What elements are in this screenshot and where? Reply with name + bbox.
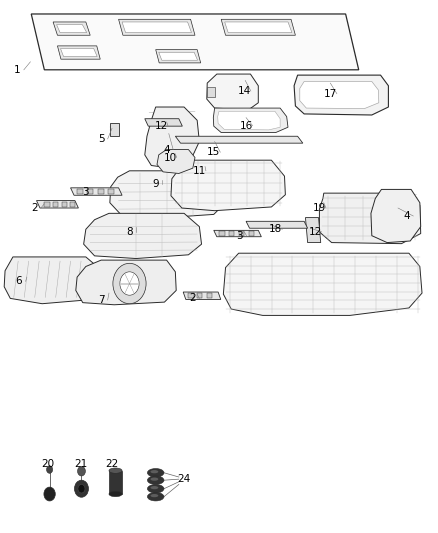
Polygon shape bbox=[98, 189, 104, 194]
Text: 3: 3 bbox=[237, 231, 243, 241]
Text: 15: 15 bbox=[207, 147, 220, 157]
Text: 3: 3 bbox=[82, 187, 89, 197]
Text: 14: 14 bbox=[238, 86, 251, 96]
Polygon shape bbox=[246, 221, 307, 228]
Ellipse shape bbox=[148, 484, 164, 493]
Ellipse shape bbox=[109, 468, 122, 473]
Polygon shape bbox=[197, 293, 202, 298]
Polygon shape bbox=[249, 231, 254, 236]
Text: 4: 4 bbox=[403, 211, 410, 221]
Polygon shape bbox=[155, 50, 201, 63]
Text: 24: 24 bbox=[177, 474, 191, 484]
Text: 19: 19 bbox=[313, 203, 326, 213]
Polygon shape bbox=[207, 74, 258, 110]
Polygon shape bbox=[239, 231, 244, 236]
Polygon shape bbox=[145, 119, 182, 126]
Polygon shape bbox=[87, 189, 93, 194]
Text: 17: 17 bbox=[324, 88, 337, 99]
Text: 8: 8 bbox=[126, 227, 133, 237]
Polygon shape bbox=[77, 189, 83, 194]
Polygon shape bbox=[294, 75, 389, 115]
Text: 9: 9 bbox=[152, 179, 159, 189]
Circle shape bbox=[74, 480, 88, 497]
Text: 22: 22 bbox=[106, 459, 119, 469]
Polygon shape bbox=[62, 201, 67, 207]
Polygon shape bbox=[71, 188, 122, 195]
Text: 2: 2 bbox=[31, 203, 38, 213]
Polygon shape bbox=[122, 22, 191, 33]
Polygon shape bbox=[229, 231, 234, 236]
Polygon shape bbox=[108, 189, 114, 194]
Polygon shape bbox=[84, 213, 201, 259]
Polygon shape bbox=[300, 82, 379, 109]
Ellipse shape bbox=[109, 491, 122, 497]
Text: 20: 20 bbox=[41, 459, 54, 469]
Text: 5: 5 bbox=[98, 134, 104, 144]
Polygon shape bbox=[44, 201, 49, 207]
Polygon shape bbox=[57, 46, 100, 59]
Polygon shape bbox=[225, 22, 292, 33]
Polygon shape bbox=[223, 253, 422, 316]
Text: 12: 12 bbox=[308, 227, 321, 237]
Text: 6: 6 bbox=[16, 277, 22, 286]
Ellipse shape bbox=[150, 470, 158, 473]
Polygon shape bbox=[57, 25, 87, 33]
Circle shape bbox=[78, 484, 85, 493]
Polygon shape bbox=[219, 231, 225, 236]
Text: 4: 4 bbox=[163, 144, 170, 155]
Circle shape bbox=[120, 272, 139, 295]
Text: 11: 11 bbox=[193, 166, 206, 176]
Text: 12: 12 bbox=[155, 120, 168, 131]
Polygon shape bbox=[60, 49, 97, 56]
Polygon shape bbox=[207, 87, 215, 98]
Polygon shape bbox=[53, 22, 90, 35]
Text: 7: 7 bbox=[98, 295, 104, 305]
Ellipse shape bbox=[150, 478, 158, 481]
Text: 1: 1 bbox=[14, 65, 21, 75]
Polygon shape bbox=[145, 107, 199, 168]
Polygon shape bbox=[183, 292, 221, 300]
Circle shape bbox=[46, 466, 53, 473]
Polygon shape bbox=[159, 52, 198, 60]
Polygon shape bbox=[218, 111, 280, 130]
Ellipse shape bbox=[150, 486, 158, 489]
Polygon shape bbox=[175, 136, 303, 143]
Ellipse shape bbox=[148, 492, 164, 501]
Circle shape bbox=[78, 466, 85, 476]
Polygon shape bbox=[70, 201, 75, 207]
Text: 10: 10 bbox=[163, 152, 177, 163]
Polygon shape bbox=[305, 217, 321, 243]
Polygon shape bbox=[76, 260, 176, 305]
Polygon shape bbox=[110, 123, 119, 136]
Polygon shape bbox=[31, 14, 359, 70]
Ellipse shape bbox=[148, 469, 164, 477]
Text: 18: 18 bbox=[269, 224, 283, 235]
Ellipse shape bbox=[150, 494, 158, 497]
Polygon shape bbox=[4, 257, 103, 304]
Polygon shape bbox=[207, 293, 212, 298]
Polygon shape bbox=[157, 150, 195, 173]
Polygon shape bbox=[110, 171, 226, 217]
Polygon shape bbox=[36, 200, 78, 208]
Polygon shape bbox=[221, 19, 295, 35]
Polygon shape bbox=[214, 230, 261, 237]
Ellipse shape bbox=[148, 476, 164, 484]
Text: 16: 16 bbox=[240, 120, 253, 131]
Polygon shape bbox=[171, 160, 286, 211]
Polygon shape bbox=[213, 108, 288, 133]
Polygon shape bbox=[53, 201, 58, 207]
Circle shape bbox=[113, 263, 146, 304]
Circle shape bbox=[44, 487, 55, 501]
Polygon shape bbox=[319, 193, 421, 244]
Polygon shape bbox=[119, 19, 195, 35]
Polygon shape bbox=[188, 293, 194, 298]
Text: 2: 2 bbox=[190, 293, 196, 303]
Text: 21: 21 bbox=[74, 459, 87, 469]
Polygon shape bbox=[109, 471, 122, 494]
Polygon shape bbox=[371, 189, 421, 243]
